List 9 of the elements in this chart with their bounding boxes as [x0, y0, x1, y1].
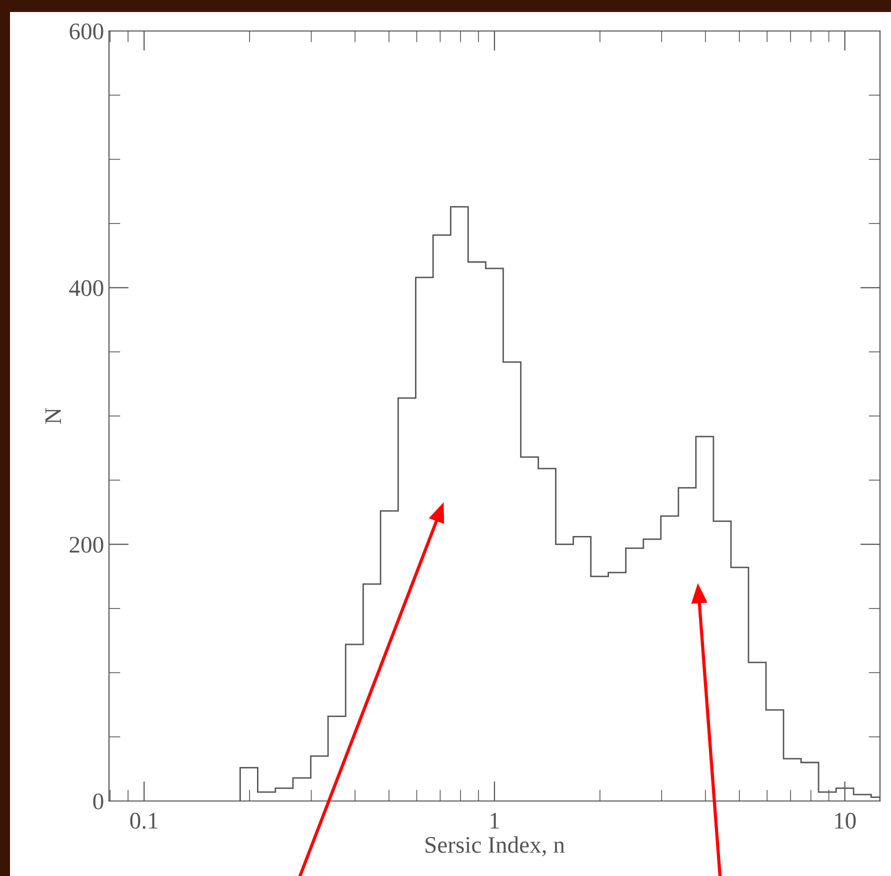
x-axis-title: Sersic Index, n [426, 836, 565, 856]
x-tick-label: 1 [490, 812, 499, 828]
y-axis-title: N [45, 408, 61, 424]
y-tick-label: 0 [93, 793, 104, 810]
y-tick-label: 200 [70, 536, 104, 553]
x-tick-label: 10 [835, 812, 856, 829]
y-tick-label: 400 [69, 280, 104, 296]
y-tick-label: 600 [70, 23, 104, 40]
x-tick-label: 0.1 [130, 812, 158, 829]
